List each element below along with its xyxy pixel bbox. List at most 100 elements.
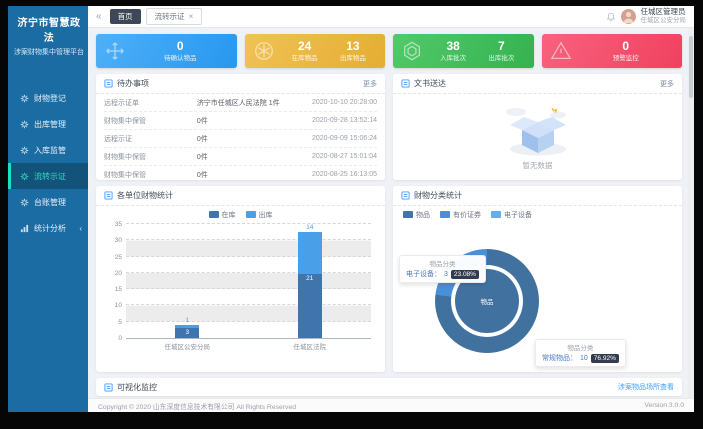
y-axis-tick: 35 [114,221,122,228]
bar-segment-out[interactable] [175,324,200,329]
todo-row-time: 2020-09-28 13:52:14 [312,117,377,124]
stat-cards: 0 待确认物品 24 在库物品 [96,34,682,68]
gridline [126,255,371,257]
user-info: 任城区管理员 任城区公安分局 [641,8,687,24]
monitor-strip-link[interactable]: 涉案物品场所查看 [618,384,674,391]
monitor-strip-title: 可视化监控 [117,382,157,392]
app-title: 济宁市智慧政法 [17,18,81,44]
todo-row-time: 2020-09-09 15:06:24 [312,135,377,142]
brand: 济宁市智慧政法 涉案财物集中管理平台 [8,6,88,63]
legend-swatch [208,211,219,218]
gear-icon [20,120,29,129]
panel-row-2: 待办事项 更多 远程示证单 济宁市任城区人民法院 1件 2020-10-10 20:… [96,74,682,180]
stat-label: 出库批次 [488,54,515,62]
stat-value: 0 预警监控 [613,40,639,62]
empty-text: 暂无数据 [522,160,553,170]
gridline [126,320,371,322]
empty-box-icon [505,107,566,155]
sidebar-item-label: 财物登记 [34,93,66,103]
sidebar-collapse-icon[interactable]: « [96,10,102,22]
user-box[interactable]: 任城区管理员 任城区公安分局 [606,8,687,24]
vertical-scrollbar[interactable] [688,28,694,398]
delivery-more-link[interactable]: 更多 [660,80,674,88]
y-axis-tick: 5 [118,318,122,326]
todo-row[interactable]: 财物集中保管 0件 2020-08-27 15:01:04 [104,148,377,166]
close-tab-icon[interactable]: × [188,12,194,21]
todo-row-label: 财物集中保管 [104,153,146,161]
legend-label: 出库 [258,211,273,219]
todo-row[interactable]: 财物集中保管 0件 2020-09-28 13:52:14 [104,112,377,130]
todo-row-label: 远程示证单 [104,99,139,107]
tooltip-label: 常规物品： [542,355,577,362]
stat-label: 入库批次 [440,54,467,62]
bar-chart-icon [20,224,29,233]
stat-card-alerts[interactable]: 0 预警监控 [541,34,682,68]
avatar[interactable] [620,9,636,24]
todo-more-link[interactable]: 更多 [363,80,377,88]
bar-group[interactable]: 14 21 [297,224,322,338]
bell-icon[interactable] [606,12,616,22]
stat-card-pending[interactable]: 0 待确认物品 [96,34,237,68]
bar-value-label: 3 [185,329,190,337]
todo-row-time: 2020-08-25 16:13:05 [312,171,377,178]
legend-item[interactable]: 在库 [208,210,236,220]
avatar-person-icon [623,11,633,23]
tooltip-percent-badge: 76.92% [590,353,619,363]
sidebar-item-label: 出库管理 [34,119,66,129]
scrollbar-thumb[interactable] [689,36,693,98]
document-icon [104,191,113,200]
hexagon-icon [404,41,420,61]
main-area: « 首页 流转示证 × 任城区管理员 任城区公安分局 [88,6,694,412]
tab-circulation-label: 流转示证 [154,12,185,21]
sidebar-item-3[interactable]: 流转示证 [8,163,88,189]
todo-row-value: 0件 [196,117,208,125]
bar-x-axis-labels: 任城区公安分局 任城区法院 [126,341,371,351]
stat-value: 24 在库物品 [292,40,318,62]
document-icon [104,79,113,88]
sidebar-item-0[interactable]: 财物登记 [8,85,88,111]
bar-chart: 0 5 10 15 20 25 30 35 1 3 14 21 任城区公安分局 任城区法院 [115,221,371,351]
bar-segment-in[interactable]: 21 [297,274,322,338]
bar-segment-in[interactable]: 3 [175,328,200,338]
todo-row-label: 财物集中保管 [104,117,146,125]
todo-row[interactable]: 远程示证单 济宁市任城区人民法院 1件 2020-10-10 20:28:00 [104,94,377,112]
donut-center-label: 物品 [480,299,494,306]
stat-card-stock[interactable]: 24 在库物品 13 出库物品 [244,34,385,68]
y-axis-tick: 20 [114,269,122,277]
sidebar-item-4[interactable]: 台账管理 [8,189,88,215]
todo-row[interactable]: 远程示证 0件 2020-09-09 15:06:24 [104,130,377,148]
stat-card-batches[interactable]: 38 入库批次 7 出库批次 [393,34,534,68]
tab-home[interactable]: 首页 [109,9,141,24]
todo-panel-header: 待办事项 更多 [96,74,385,94]
legend-swatch [440,211,450,218]
stat-number: 38 [446,39,460,54]
bar-value-label: 1 [185,316,190,324]
tooltip-label: 电子设备： [406,271,441,278]
delivery-panel: 文书送达 更多 [393,74,682,180]
stat-value: 13 出库物品 [340,40,366,62]
gridline [126,288,371,290]
document-icon [104,382,113,392]
bars-container: 1 3 14 21 [126,224,371,338]
sidebar-item-1[interactable]: 出库管理 [8,111,88,137]
gear-icon [20,172,29,181]
legend-item[interactable]: 有价证券 [440,210,481,220]
legend-item[interactable]: 物品 [403,210,430,220]
stat-label: 待确认物品 [164,54,197,62]
sidebar-item-2[interactable]: 入库监管 [8,137,88,163]
y-axis-tick: 0 [118,335,122,342]
todo-row[interactable]: 财物集中保管 0件 2020-08-25 16:13:05 [104,166,377,180]
legend-item[interactable]: 出库 [245,210,273,220]
bar-value-label: 21 [306,275,314,283]
sidebar-item-5[interactable]: 统计分析 ‹ [8,215,88,241]
todo-list: 远程示证单 济宁市任城区人民法院 1件 2020-10-10 20:28:00 财物集… [96,94,385,180]
sidebar-item-label: 统计分析 [34,223,66,233]
gridline [126,223,371,224]
legend-label: 物品 [416,211,430,219]
bar-segment-out[interactable] [297,232,322,275]
tab-circulation[interactable]: 流转示证 × [145,8,203,25]
legend-item[interactable]: 电子设备 [491,210,532,220]
y-axis-tick: 10 [114,302,122,310]
delivery-panel-title: 文书送达 [414,79,446,88]
